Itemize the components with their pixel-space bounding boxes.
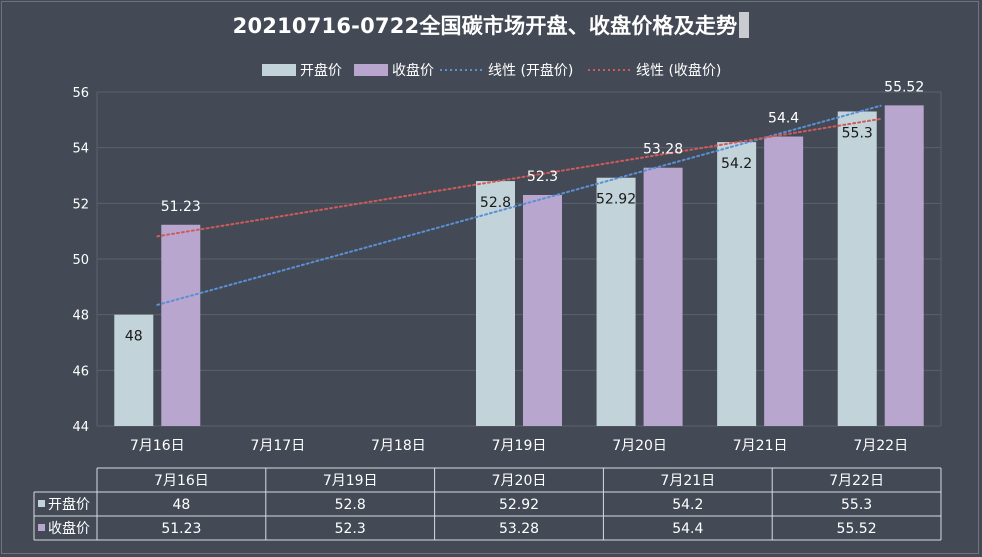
table-header-cell: 7月16日 xyxy=(154,473,209,489)
chart-title: 20210716-0722全国碳市场开盘、收盘价格及走势 xyxy=(0,10,982,40)
table-row-label: 收盘价 xyxy=(48,520,90,537)
data-label-open-price: 55.3 xyxy=(842,125,873,141)
data-label-close-price: 51.23 xyxy=(161,199,201,215)
table-row-label: 开盘价 xyxy=(48,496,90,513)
table-cell: 55.52 xyxy=(837,521,877,537)
data-label-open-price: 52.8 xyxy=(480,195,511,211)
bar-open-price xyxy=(114,314,154,426)
data-label-close-price: 52.3 xyxy=(527,169,558,185)
data-label-close-price: 54.4 xyxy=(768,111,799,127)
bar-close-price xyxy=(523,194,562,426)
legend-swatch-close-price xyxy=(354,64,388,76)
legend-swatch-open-price xyxy=(262,64,296,76)
legend-label-trend-close: 线性 (收盘价) xyxy=(636,62,721,79)
table-key-close-price xyxy=(38,524,45,531)
text-cursor xyxy=(739,12,750,38)
x-tick-label: 7月16日 xyxy=(130,438,185,454)
x-tick-label: 7月17日 xyxy=(250,438,305,454)
bar-open-price xyxy=(476,181,515,426)
table-cell: 48 xyxy=(172,497,190,513)
bar-open-price xyxy=(837,111,877,426)
x-tick-label: 7月19日 xyxy=(492,438,547,454)
y-tick-label: 52 xyxy=(72,197,89,212)
legend-label-open-price: 开盘价 xyxy=(300,62,342,79)
x-tick-label: 7月21日 xyxy=(733,438,788,454)
table-cell: 52.8 xyxy=(335,497,366,513)
x-tick-label: 7月22日 xyxy=(853,438,908,454)
data-label-open-price: 48 xyxy=(125,329,143,345)
table-header-cell: 7月21日 xyxy=(660,473,715,489)
bar-open-price xyxy=(596,177,636,426)
x-tick-label: 7月20日 xyxy=(612,438,667,454)
data-label-open-price: 54.2 xyxy=(721,156,752,172)
y-tick-label: 48 xyxy=(72,309,89,324)
bar-close-price xyxy=(643,167,683,426)
y-tick-label: 46 xyxy=(72,364,89,379)
bar-open-price xyxy=(717,142,757,426)
data-label-open-price: 52.92 xyxy=(596,192,636,208)
data-label-close-price: 53.28 xyxy=(643,142,683,158)
table-header-cell: 7月20日 xyxy=(492,473,547,489)
data-label-close-price: 55.52 xyxy=(884,79,924,95)
table-key-open-price xyxy=(38,500,45,507)
table-cell: 52.92 xyxy=(499,497,539,513)
trendline-close-price xyxy=(156,117,882,238)
table-header-cell: 7月22日 xyxy=(829,473,884,489)
table-cell: 54.2 xyxy=(672,497,703,513)
y-tick-label: 50 xyxy=(72,253,89,268)
table-header-cell: 7月19日 xyxy=(323,473,378,489)
chart-title-text: 20210716-0722全国碳市场开盘、收盘价格及走势 xyxy=(232,14,738,38)
table-cell: 55.3 xyxy=(841,497,872,513)
table-cell: 53.28 xyxy=(499,521,539,537)
legend-label-trend-open: 线性 (开盘价) xyxy=(488,62,573,79)
y-tick-label: 44 xyxy=(72,420,89,435)
table-cell: 51.23 xyxy=(161,521,201,537)
legend-label-close-price: 收盘价 xyxy=(392,62,434,79)
bar-close-price xyxy=(884,105,924,427)
bar-close-price xyxy=(161,224,201,426)
y-tick-label: 56 xyxy=(72,86,89,101)
bar-close-price xyxy=(764,136,804,427)
x-tick-label: 7月18日 xyxy=(371,438,426,454)
table-cell: 54.4 xyxy=(672,521,703,537)
table-cell: 52.3 xyxy=(335,521,366,537)
y-tick-label: 54 xyxy=(72,142,89,157)
